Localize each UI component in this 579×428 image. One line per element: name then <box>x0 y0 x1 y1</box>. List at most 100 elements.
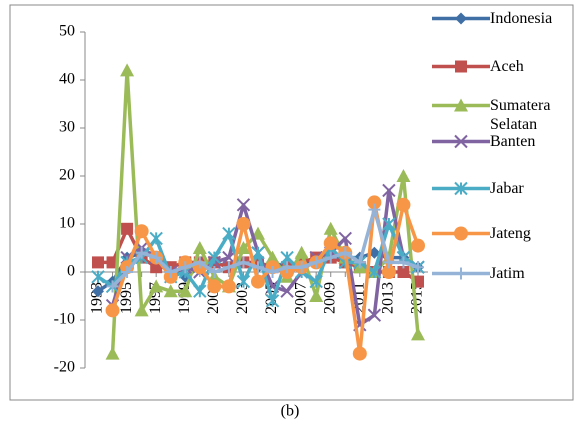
legend-label: Jabar <box>490 180 524 197</box>
marker <box>455 12 467 25</box>
marker <box>266 266 279 278</box>
marker <box>150 251 163 264</box>
marker <box>92 256 104 269</box>
y-tick-label: 10 <box>59 215 75 232</box>
marker <box>310 256 323 269</box>
marker <box>178 284 193 298</box>
marker <box>294 245 309 259</box>
legend-label: Indonesia <box>490 10 553 27</box>
marker <box>149 231 163 246</box>
marker <box>397 256 410 269</box>
x-tick-label: 2013 <box>380 282 397 314</box>
marker <box>323 236 338 251</box>
marker <box>367 265 382 279</box>
marker <box>454 226 468 241</box>
marker <box>91 270 105 284</box>
x-tick-label: 2003 <box>234 282 251 314</box>
marker <box>381 265 396 279</box>
series-line <box>111 207 419 288</box>
marker <box>105 346 120 360</box>
x-tick-label: 2007 <box>292 282 309 314</box>
marker <box>134 303 149 317</box>
marker <box>105 303 120 318</box>
legend-swatch <box>432 267 490 280</box>
marker <box>397 266 410 278</box>
marker <box>236 274 251 289</box>
marker <box>411 327 425 341</box>
legend-entry: Indonesia <box>432 9 570 28</box>
marker <box>236 241 251 254</box>
y-tick-label: 40 <box>59 71 75 88</box>
legend-entry: Banten <box>432 132 570 151</box>
marker <box>149 279 164 293</box>
legend-swatch <box>432 12 490 25</box>
marker <box>134 224 149 239</box>
marker <box>237 256 250 269</box>
marker <box>324 251 337 264</box>
legend-swatch <box>432 60 490 73</box>
marker <box>236 198 251 212</box>
marker <box>207 279 222 294</box>
marker <box>382 217 396 231</box>
marker <box>252 261 264 274</box>
y-tick-label: 50 <box>59 23 75 40</box>
marker <box>454 181 468 196</box>
marker <box>382 183 396 198</box>
y-tick-label: -20 <box>54 359 75 376</box>
x-tick-label: 1995 <box>118 282 135 314</box>
legend-entry: Aceh <box>432 57 570 76</box>
marker <box>92 285 104 298</box>
chart-border <box>9 4 574 401</box>
caption: (b) <box>281 403 300 420</box>
legend-label: Sumatera Selatan <box>490 97 551 133</box>
marker <box>222 226 236 241</box>
y-tick-label: 30 <box>59 119 75 136</box>
marker <box>454 134 468 149</box>
marker <box>382 256 395 269</box>
marker <box>309 289 324 302</box>
legend-swatch <box>432 134 490 149</box>
marker <box>295 261 308 274</box>
marker <box>412 261 424 274</box>
marker <box>367 308 382 322</box>
marker <box>265 250 280 264</box>
legend-swatch <box>432 226 490 241</box>
marker <box>164 266 177 278</box>
marker <box>280 284 294 298</box>
marker <box>396 197 411 212</box>
marker <box>163 284 178 298</box>
marker <box>251 274 265 289</box>
marker <box>281 261 294 274</box>
marker <box>352 346 367 361</box>
marker <box>121 222 134 235</box>
marker <box>265 294 280 308</box>
marker <box>367 195 382 210</box>
legend-swatch <box>432 98 490 112</box>
legend-entry: Jabar <box>432 179 570 198</box>
marker <box>221 279 236 294</box>
marker <box>106 280 119 293</box>
marker <box>193 284 207 298</box>
marker <box>121 266 134 278</box>
y-tick-label: 20 <box>59 167 75 184</box>
marker <box>353 256 366 269</box>
marker <box>193 256 206 269</box>
marker <box>192 241 207 254</box>
legend-entry: Jateng <box>432 224 570 243</box>
marker <box>455 60 467 73</box>
legend-swatch <box>432 181 490 196</box>
legend-label: Jatim <box>490 265 525 282</box>
marker <box>236 217 251 231</box>
marker <box>135 246 148 259</box>
x-tick-label: 2009 <box>321 282 338 314</box>
marker <box>396 169 411 182</box>
marker <box>251 246 265 260</box>
y-tick-label: -10 <box>54 311 75 328</box>
marker <box>120 63 135 77</box>
legend-entry: Jatim <box>432 264 570 283</box>
legend-label: Banten <box>490 133 536 150</box>
y-tick-label: 0 <box>67 263 75 280</box>
marker <box>323 221 338 235</box>
